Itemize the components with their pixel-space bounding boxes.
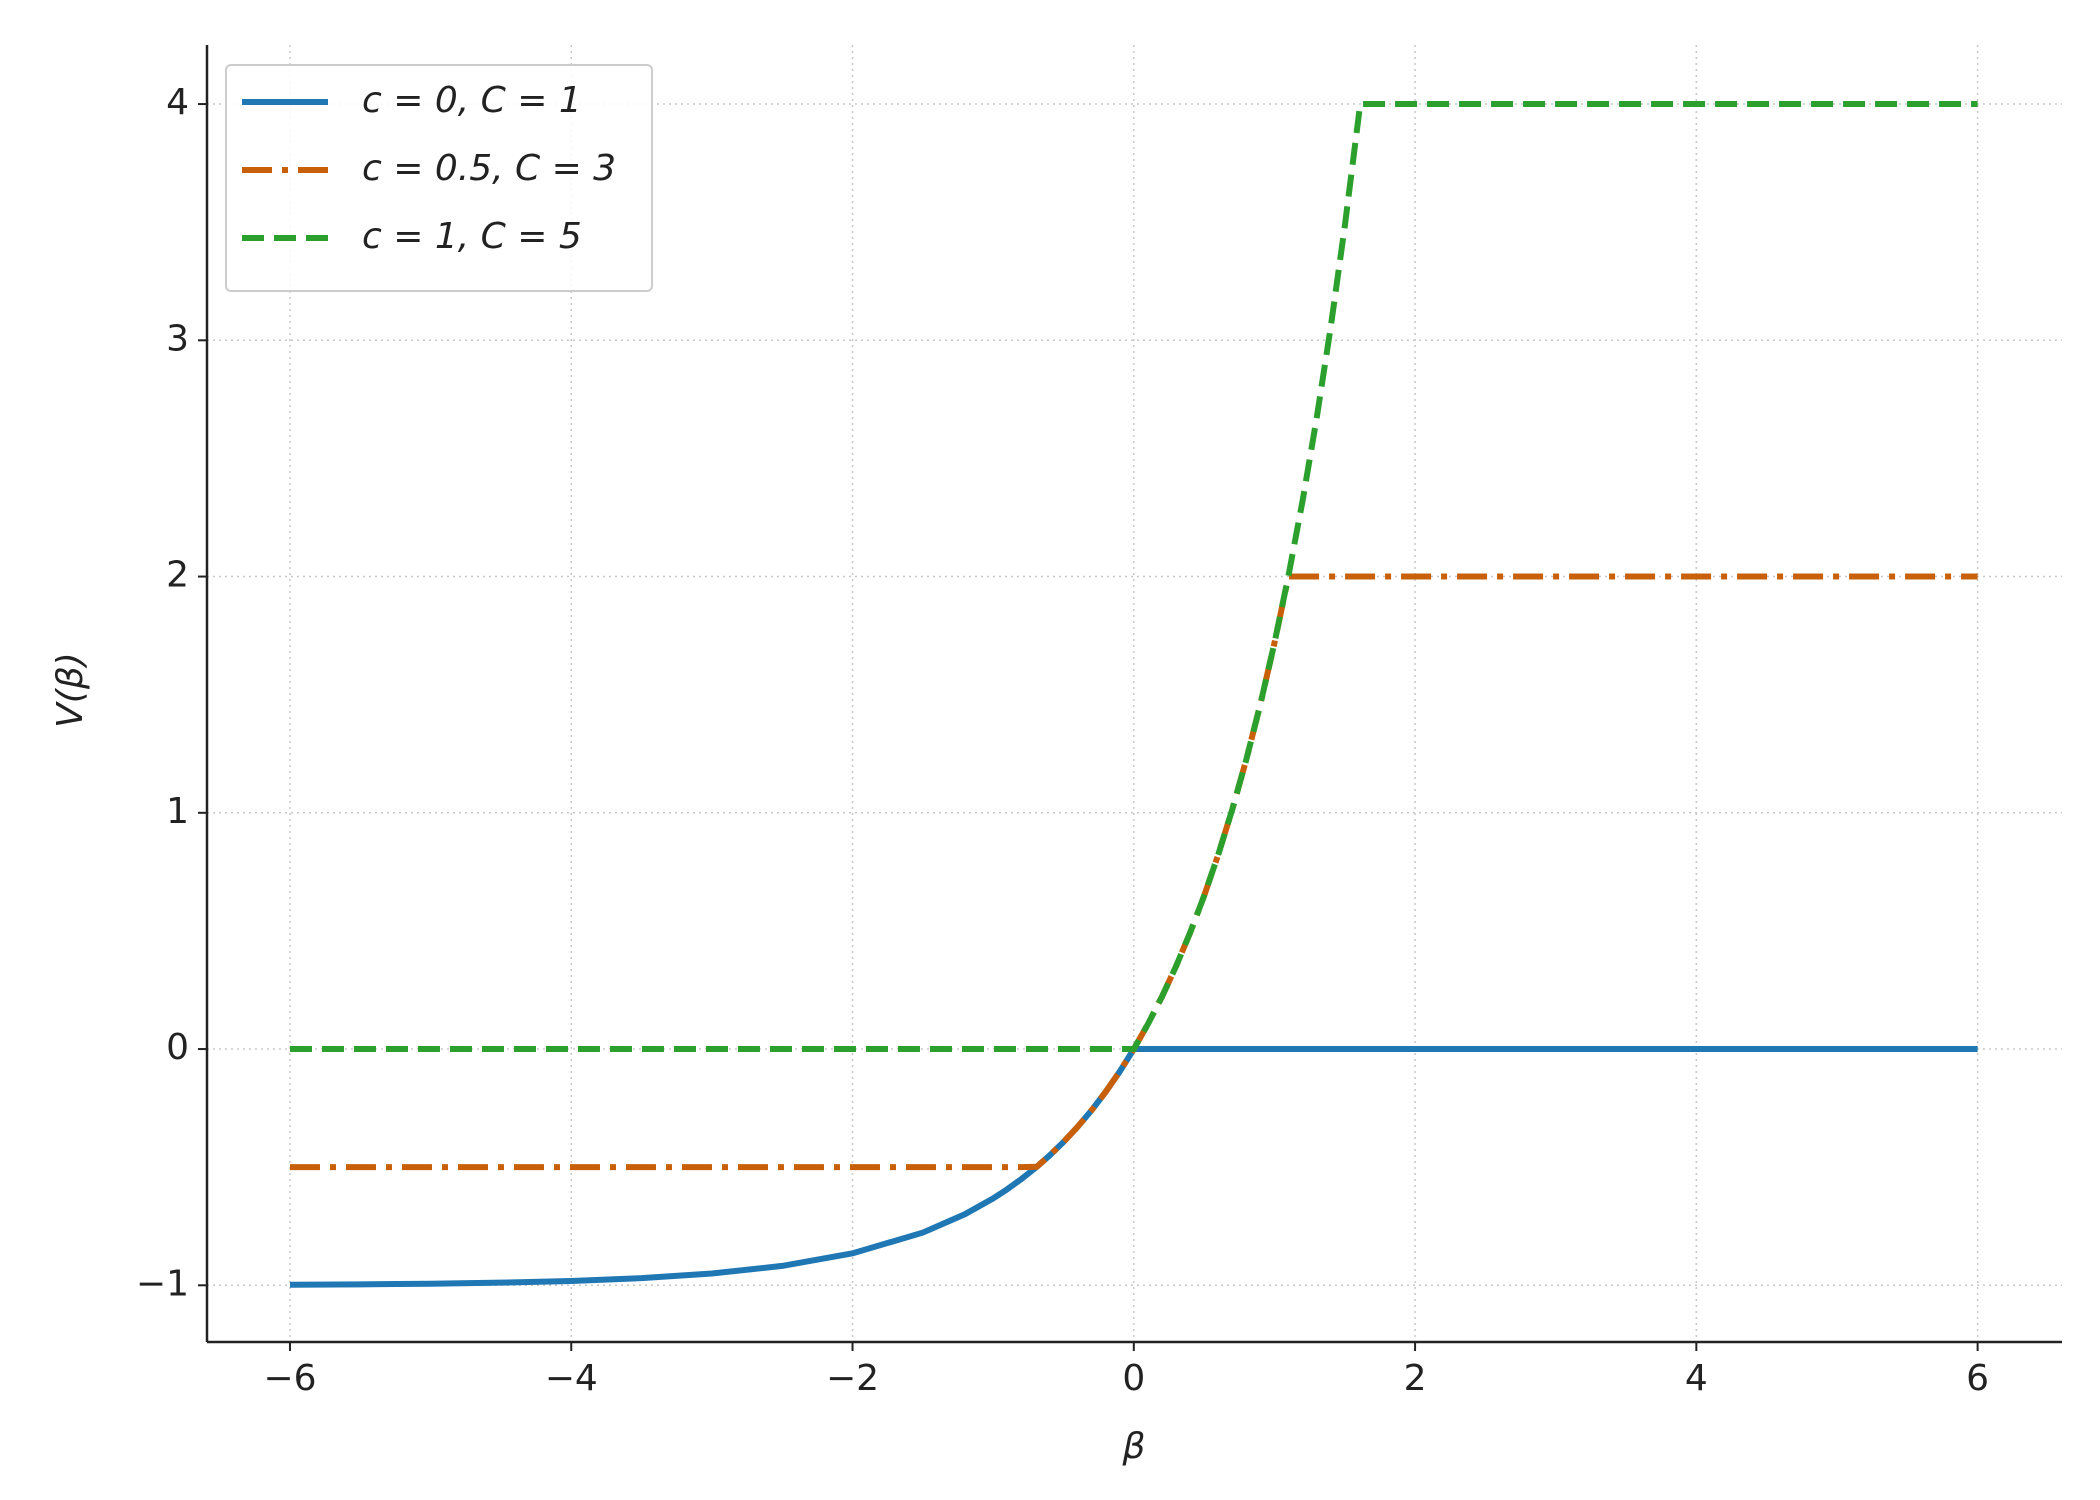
x-tick-label: −2 [826, 1358, 879, 1399]
x-axis-label: β [1122, 1426, 1146, 1467]
y-tick-label: −1 [136, 1263, 189, 1304]
y-tick-label: 0 [166, 1027, 189, 1068]
legend-label: c = 0.5, C = 3 [362, 148, 616, 189]
x-tick-label: −6 [263, 1358, 316, 1399]
series-line [289, 101, 1978, 1053]
series-line [289, 573, 1978, 1171]
x-tick-label: −4 [545, 1358, 598, 1399]
legend-label: c = 1, C = 5 [362, 216, 582, 257]
y-tick-label: 3 [166, 318, 189, 359]
x-tick-label: 6 [1966, 1358, 1989, 1399]
x-tick-label: 2 [1404, 1358, 1427, 1399]
series-line [289, 1046, 1978, 1288]
legend-label: c = 0, C = 1 [362, 80, 582, 121]
x-tick-label: 0 [1122, 1358, 1145, 1399]
y-tick-label: 1 [166, 791, 189, 832]
y-tick-label: 4 [166, 82, 189, 123]
legend-box [225, 64, 653, 292]
x-tick-label: 4 [1685, 1358, 1708, 1399]
y-axis-label: V(β) [50, 652, 91, 728]
y-tick-label: 2 [166, 555, 189, 596]
